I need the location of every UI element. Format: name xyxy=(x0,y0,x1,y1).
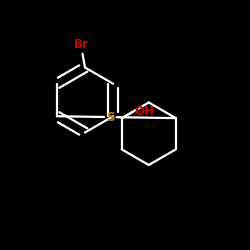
Text: OH: OH xyxy=(134,105,154,118)
Text: Br: Br xyxy=(74,38,89,51)
Text: S: S xyxy=(106,110,115,124)
